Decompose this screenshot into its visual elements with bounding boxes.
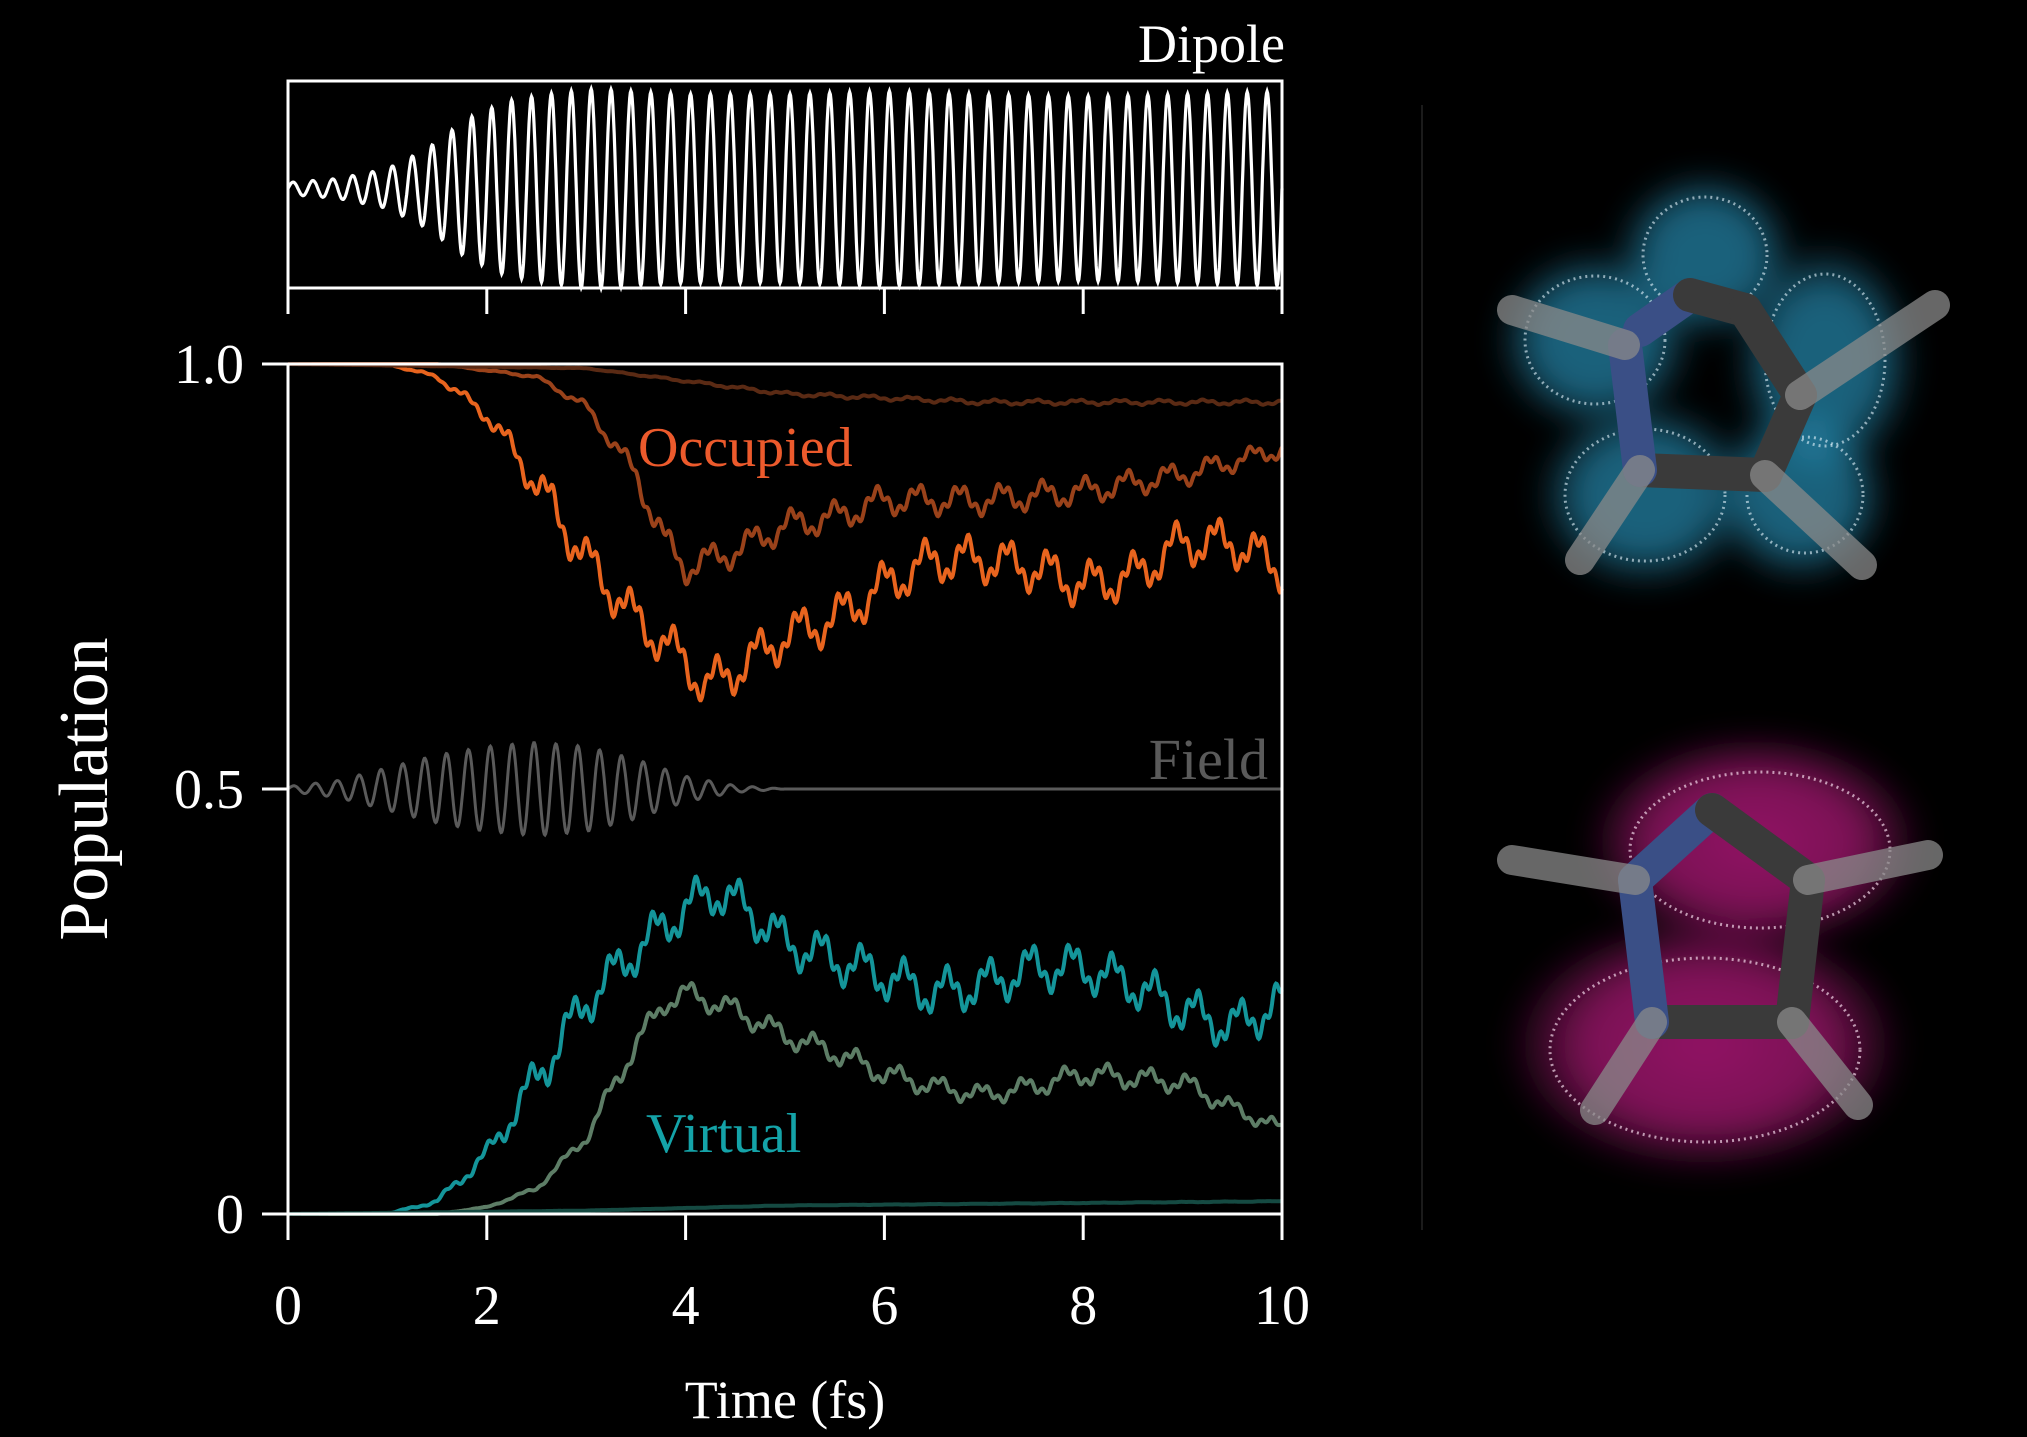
y-tick-label: 0.5 [174,759,244,821]
orbital-render-top [1427,120,1963,600]
y-axis-label: Population [46,637,123,940]
y-axis-ticks: 0 0.5 1.0 [174,334,288,1246]
orbital-render-bottom [1427,650,1963,1230]
x-tick-label: 4 [672,1275,700,1337]
x-tick-label: 10 [1254,1275,1310,1337]
virtual-annotation: Virtual [646,1103,801,1165]
x-tick-label: 6 [870,1275,898,1337]
dipole-panel: Dipole [288,14,1285,314]
x-tick-label: 8 [1069,1275,1097,1337]
x-tick-label: 0 [274,1275,302,1337]
field-annotation: Field [1149,727,1268,792]
y-tick-label: 0 [216,1184,244,1246]
x-axis-ticks: 0 2 4 6 8 10 [274,1214,1310,1337]
dipole-ticks [288,288,1282,314]
occupied-annotation: Occupied [638,417,853,479]
x-axis-label: Time (fs) [685,1370,886,1430]
occupied-series-line [288,364,1282,405]
field-trace [288,743,1282,835]
dipole-title: Dipole [1138,14,1285,74]
population-panel: 0 2 4 6 8 10 0 0.5 1.0 Time (fs) Population Occ… [46,334,1310,1430]
virtual-series-line [288,983,1282,1214]
dipole-trace [288,89,1282,288]
occupied-series-line [288,364,1282,700]
x-tick-label: 2 [473,1275,501,1337]
y-tick-label: 1.0 [174,334,244,396]
